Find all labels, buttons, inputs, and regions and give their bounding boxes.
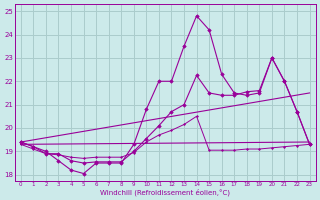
X-axis label: Windchill (Refroidissement éolien,°C): Windchill (Refroidissement éolien,°C) [100,188,230,196]
